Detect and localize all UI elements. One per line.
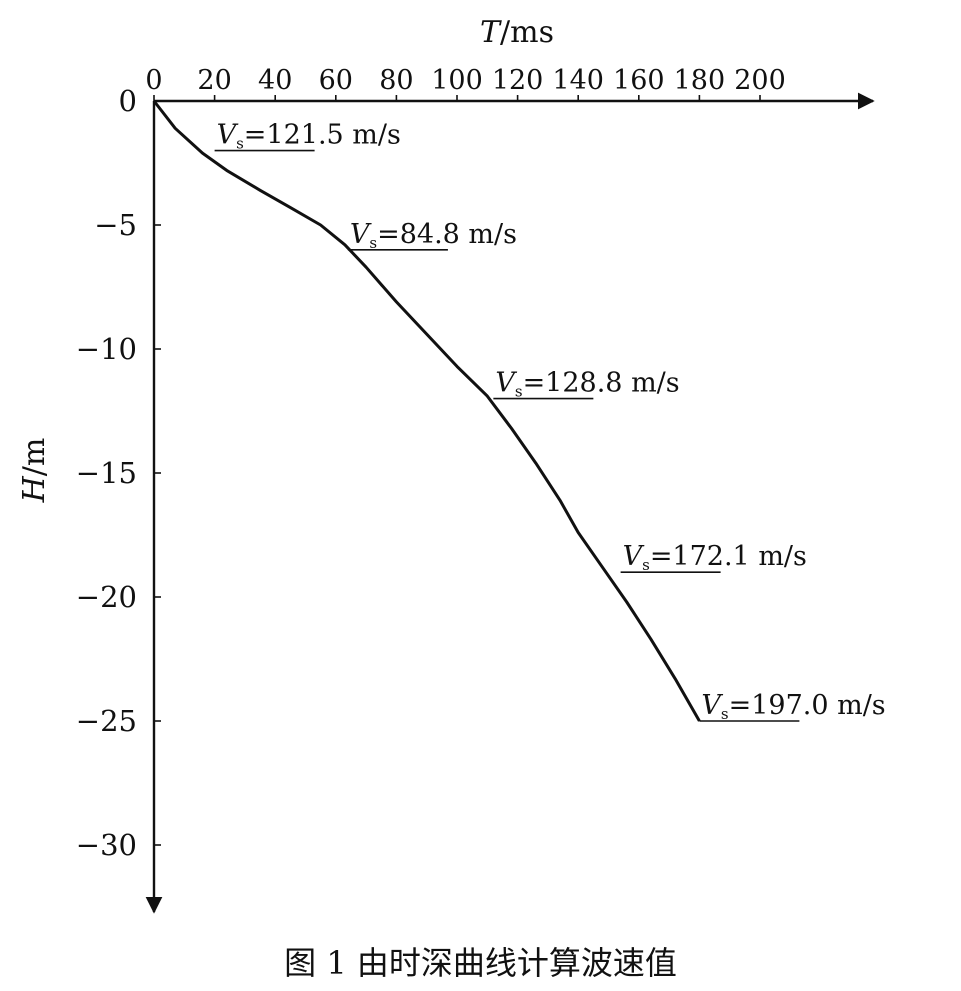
y-tick-labels: 0 −5 −10 −15 −20 −25 −30: [76, 84, 161, 862]
x-tick-label: 180: [674, 65, 726, 96]
y-tick-label: −25: [76, 704, 137, 738]
x-tick-label: 0: [145, 65, 162, 96]
velocity-label: Vs=197.0 m/s: [701, 690, 885, 723]
x-tick-label: 60: [319, 65, 353, 96]
x-axis-unit: /ms: [500, 15, 554, 50]
velocity-value: =121.5 m/s: [244, 120, 401, 151]
figure-caption: 图 1 由时深曲线计算波速值: [284, 944, 677, 982]
velocity-sub: s: [515, 383, 523, 401]
y-axis-unit: /m: [17, 438, 52, 477]
velocity-var: V: [350, 219, 372, 250]
velocity-var: V: [623, 541, 645, 572]
velocity-var: V: [495, 368, 517, 399]
x-axis-title: T/ms: [480, 15, 554, 50]
velocity-value: =128.8 m/s: [523, 368, 680, 399]
x-tick-label: 80: [379, 65, 413, 96]
velocity-label: Vs=121.5 m/s: [217, 120, 401, 153]
y-tick-label: 0: [119, 84, 137, 118]
velocity-value: =197.0 m/s: [729, 690, 886, 721]
velocity-label: Vs=128.8 m/s: [495, 368, 679, 401]
x-tick-label: 120: [492, 65, 544, 96]
velocity-value: =84.8 m/s: [377, 219, 517, 250]
x-tick-labels: 0 20 40 60 80 100 120 140 160 180 200: [145, 65, 786, 101]
x-axis-var: T: [480, 15, 502, 50]
axes: [145, 92, 875, 914]
x-tick-label: 20: [197, 65, 231, 96]
x-tick-label: 140: [552, 65, 604, 96]
x-tick-label: 100: [431, 65, 483, 96]
y-tick-label: −30: [76, 828, 137, 862]
velocity-label: Vs=172.1 m/s: [623, 541, 807, 574]
velocity-sub: s: [721, 705, 729, 723]
y-tick-label: −10: [76, 332, 137, 366]
y-tick-label: −5: [94, 208, 137, 242]
time-depth-curve: [152, 100, 701, 722]
velocity-sub: s: [369, 234, 377, 252]
velocity-sub: s: [236, 135, 244, 153]
velocity-var: V: [217, 120, 239, 151]
velocity-label: Vs=84.8 m/s: [350, 219, 517, 252]
velocity-sub: s: [642, 556, 650, 574]
y-axis-var: H: [17, 475, 52, 503]
y-tick-label: −15: [76, 456, 137, 490]
x-tick-label: 200: [734, 65, 786, 96]
x-tick-label: 40: [258, 65, 292, 96]
x-tick-label: 160: [613, 65, 665, 96]
y-tick-label: −20: [76, 580, 137, 614]
series-curve: [152, 100, 701, 722]
velocity-annotations: Vs=121.5 m/sVs=84.8 m/sVs=128.8 m/sVs=17…: [214, 120, 886, 723]
velocity-value: =172.1 m/s: [650, 541, 807, 572]
velocity-var: V: [701, 690, 723, 721]
y-axis-title: H/m: [17, 438, 52, 504]
time-depth-chart: 0 20 40 60 80 100 120 140 160 180 200 0 −5 −10 −15 −20…: [17, 15, 886, 914]
